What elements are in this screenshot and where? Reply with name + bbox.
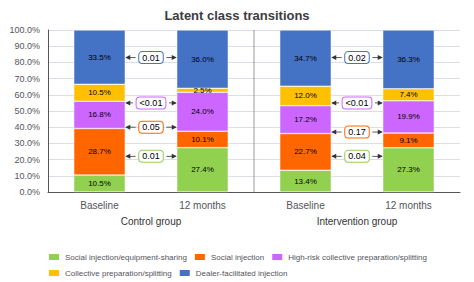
svg-text:0.05: 0.05 bbox=[142, 122, 160, 132]
svg-text:13.4%: 13.4% bbox=[294, 177, 317, 186]
svg-text:Social injection/equipment-sha: Social injection/equipment-sharing bbox=[65, 253, 187, 262]
svg-text:80.0%: 80.0% bbox=[14, 57, 40, 67]
svg-text:20.0%: 20.0% bbox=[14, 155, 40, 165]
svg-text:24.0%: 24.0% bbox=[191, 107, 214, 116]
svg-text:10.0%: 10.0% bbox=[14, 171, 40, 181]
svg-text:<0.01: <0.01 bbox=[140, 98, 163, 108]
svg-text:Baseline: Baseline bbox=[286, 200, 325, 211]
svg-text:2.5%: 2.5% bbox=[193, 86, 211, 95]
svg-text:60.0%: 60.0% bbox=[14, 90, 40, 100]
svg-text:100.0%: 100.0% bbox=[9, 25, 40, 35]
svg-text:Baseline: Baseline bbox=[80, 200, 119, 211]
svg-text:Social injection: Social injection bbox=[211, 253, 264, 262]
svg-text:0.01: 0.01 bbox=[142, 53, 160, 63]
svg-text:27.4%: 27.4% bbox=[191, 165, 214, 174]
svg-text:<0.01: <0.01 bbox=[346, 98, 369, 108]
svg-text:Control group: Control group bbox=[121, 216, 182, 227]
svg-text:22.7%: 22.7% bbox=[294, 147, 317, 156]
svg-text:Intervention group: Intervention group bbox=[317, 216, 398, 227]
svg-text:9.1%: 9.1% bbox=[399, 136, 417, 145]
svg-text:10.1%: 10.1% bbox=[191, 135, 214, 144]
svg-text:Collective preparation/splitti: Collective preparation/splitting bbox=[65, 269, 172, 278]
svg-text:12.0%: 12.0% bbox=[294, 91, 317, 100]
svg-text:0.01: 0.01 bbox=[142, 151, 160, 161]
svg-text:40.0%: 40.0% bbox=[14, 122, 40, 132]
svg-text:0.04: 0.04 bbox=[348, 151, 366, 161]
svg-text:0.0%: 0.0% bbox=[19, 187, 40, 197]
svg-text:70.0%: 70.0% bbox=[14, 74, 40, 84]
svg-text:12 months: 12 months bbox=[179, 200, 226, 211]
svg-text:16.8%: 16.8% bbox=[88, 110, 111, 119]
svg-text:12 months: 12 months bbox=[385, 200, 432, 211]
svg-text:50.0%: 50.0% bbox=[14, 106, 40, 116]
svg-text:High-risk collective preparati: High-risk collective preparation/splitti… bbox=[288, 253, 427, 262]
svg-text:36.0%: 36.0% bbox=[191, 55, 214, 64]
svg-text:33.5%: 33.5% bbox=[88, 53, 111, 62]
svg-text:27.3%: 27.3% bbox=[397, 165, 420, 174]
svg-text:0.02: 0.02 bbox=[348, 53, 366, 63]
svg-text:7.4%: 7.4% bbox=[399, 90, 417, 99]
svg-text:28.7%: 28.7% bbox=[88, 147, 111, 156]
svg-text:90.0%: 90.0% bbox=[14, 41, 40, 51]
svg-text:34.7%: 34.7% bbox=[294, 54, 317, 63]
svg-text:30.0%: 30.0% bbox=[14, 138, 40, 148]
svg-text:10.5%: 10.5% bbox=[88, 179, 111, 188]
svg-text:0.17: 0.17 bbox=[348, 127, 366, 137]
svg-text:Dealer-facilitated injection: Dealer-facilitated injection bbox=[196, 269, 288, 278]
svg-text:17.2%: 17.2% bbox=[294, 115, 317, 124]
svg-text:Latent class transitions: Latent class transitions bbox=[164, 8, 309, 23]
svg-text:36.3%: 36.3% bbox=[397, 55, 420, 64]
svg-text:19.9%: 19.9% bbox=[397, 112, 420, 121]
svg-text:10.5%: 10.5% bbox=[88, 88, 111, 97]
